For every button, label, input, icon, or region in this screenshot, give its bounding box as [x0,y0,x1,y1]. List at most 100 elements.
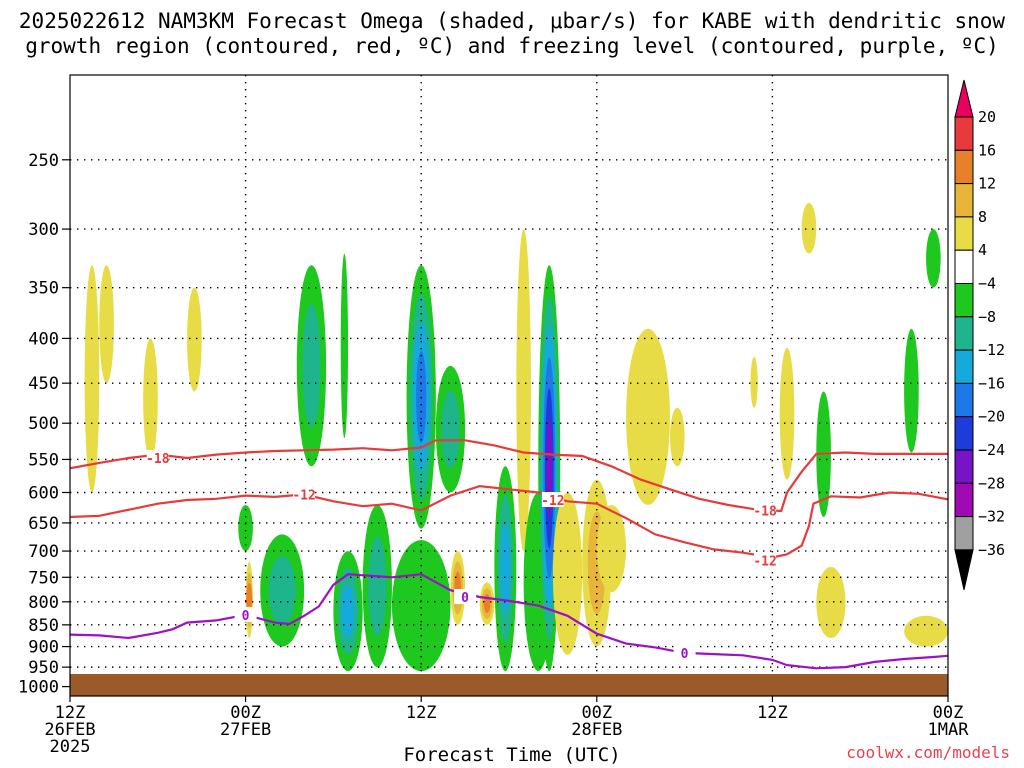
y-tick-label-300: 300 [28,220,59,240]
contour-label-dgz_minus12-1: -12 [541,494,564,509]
contour-label-bg-dgz_minus12-2 [754,552,777,568]
y-tick-label-600: 600 [28,483,59,503]
contour-label-dgz_minus12-0: -12 [292,488,315,503]
y-tick-label-500: 500 [28,414,59,434]
colorbar-label-6: −8 [978,308,996,326]
omega-shade-13-level-0 [391,540,451,672]
colorbar-label-11: −28 [978,474,1005,492]
contour-layer: -12 -12 -12 -18 -18 0 0 0 [70,439,948,670]
omega-shade-31-level-0 [926,229,941,288]
colorbar-label-2: 12 [978,175,996,193]
contour-label-freezing_0-0: 0 [242,609,250,624]
contour-label-freezing_0-2: 0 [681,647,689,662]
contour-dgz_minus18 [70,439,948,513]
y-tick-label-350: 350 [28,279,59,299]
colorbar-segment-0 [954,116,974,151]
omega-shade-22-level-0 [596,504,627,593]
y-tick-label-550: 550 [28,450,59,470]
colorbar-label-5: −4 [978,275,996,293]
y-tick-label-1000: 1000 [18,678,59,698]
x-tick-label-5-line-1: 00Z [933,703,964,723]
chart-title-line-2: growth region (contoured, red, ºC) and f… [25,34,999,58]
x-tick-label-1-line-1: 00Z [230,703,261,723]
colorbar-top-arrow [954,79,974,118]
y-tick-label-450: 450 [28,374,59,394]
plot-frame [69,74,949,697]
credit-text: coolwx.com/models [846,743,1010,762]
colorbar-segment-9 [954,416,974,451]
colorbar-label-12: −32 [978,508,1005,526]
colorbar-label-4: 4 [978,241,987,259]
x-axis-title: Forecast Time (UTC) [403,744,621,766]
y-tick-label-750: 750 [28,568,59,588]
y-tick-label-250: 250 [28,151,59,171]
ground-surface-fill [70,674,948,696]
colorbar-segment-4 [954,249,974,284]
y-tick-label-400: 400 [28,329,59,349]
colorbar-label-10: −24 [978,441,1005,459]
y-tick-label-700: 700 [28,542,59,562]
x-tick-label-0-line-2: 26FEB [44,720,95,740]
contour-label-dgz_minus18-1: -18 [753,504,777,519]
x-tick-label-3-line-2: 28FEB [571,720,622,740]
colorbar-segment-2 [954,183,974,218]
contour-label-dgz_minus12-2: -12 [753,555,776,570]
colorbar-segment-10 [954,449,974,484]
colorbar-segment-8 [954,382,974,418]
y-tick-label-650: 650 [28,514,59,534]
colorbar-label-13: −36 [978,541,1005,559]
omega-shade-12-level-1 [441,390,460,469]
colorbar-segment-6 [954,316,974,351]
contour-label-bg-dgz_minus12-0 [293,486,316,502]
colorbar-segment-11 [954,482,974,518]
omega-shade-3-level-0 [187,287,202,392]
omega-shade-9-level-2 [341,584,355,638]
colorbar-label-7: −12 [978,341,1005,359]
contour-label-bg-freezing_0-0 [234,606,257,622]
omega-shade-8-level-0 [340,253,349,439]
colorbar: 20 16 12 8 4 −4 −8 −12 −16 −20 −24 −28 −32 −36 [954,79,1005,591]
colorbar-label-3: 8 [978,208,987,226]
omega-shade-29-level-0 [816,567,846,639]
contour-label-bg-freezing_0-2 [673,644,696,660]
colorbar-segment-3 [954,216,974,251]
omega-shade-17-level-0 [516,229,531,552]
x-tick-label-0-line-3: 2025 [50,737,91,757]
omega-shade-2-level-0 [143,338,158,460]
x-tick-label-3-line-1: 00Z [581,703,612,723]
colorbar-bottom-arrow [954,549,974,591]
colorbar-label-9: −20 [978,408,1005,426]
x-tick-label-0-line-1: 12Z [55,703,86,723]
colorbar-segment-5 [954,283,974,318]
y-tick-label-950: 950 [28,658,59,678]
omega-shade-4-level-0 [238,504,253,552]
omega-shade-27-level-0 [801,202,817,254]
omega-shade-32-level-0 [904,615,948,647]
chart-title-line-1: 2025022612 NAM3KM Forecast Omega (shaded… [18,9,1006,33]
contour-label-bg-dgz_minus18-0 [146,450,169,466]
omega-shade-24-level-0 [669,407,685,467]
colorbar-segment-12 [954,516,974,551]
contour-label-bg-dgz_minus18-1 [754,502,777,518]
y-tick-label-800: 800 [28,593,59,613]
omega-shade-20-level-0 [552,492,583,655]
colorbar-segment-7 [954,349,974,384]
y-tick-label-850: 850 [28,616,59,636]
omega-shade-16-level-2 [500,523,511,615]
omega-shade-1-level-0 [99,265,114,384]
omega-shade-30-level-0 [904,328,919,453]
contour-label-dgz_minus18-0: -18 [146,452,170,467]
y-axis: 250 300 350 400 450 500 550 600 650 700 750 800 850 9… [18,151,70,698]
colorbar-segment-1 [954,149,974,185]
x-tick-label-1-line-2: 27FEB [220,720,271,740]
x-tick-label-2-line-1: 12Z [406,703,437,723]
omega-shade-7-level-1 [302,303,321,428]
colorbar-label-8: −16 [978,374,1005,392]
omega-shade-23-level-0 [626,328,670,505]
contour-label-bg-freezing_0-1 [454,589,477,605]
omega-shade-10-level-1 [368,536,387,636]
x-tick-label-5-line-2: 1MAR [928,720,970,740]
contour-label-bg-dgz_minus12-1 [541,492,564,508]
omega-shade-25-level-0 [750,356,758,408]
